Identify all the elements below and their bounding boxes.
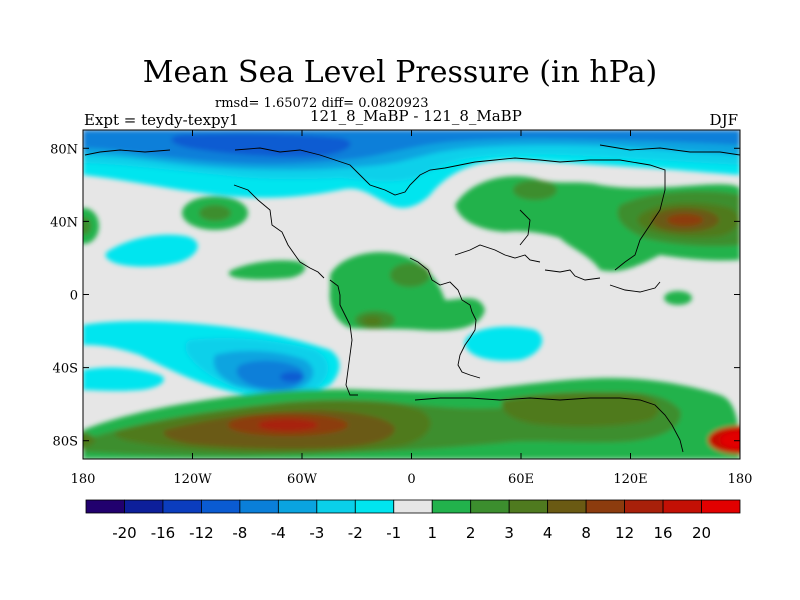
x-tick-label: 60W (287, 472, 318, 487)
colorbar-label: 4 (543, 524, 553, 542)
region-sp-negative-core (236, 360, 304, 390)
region-sp-negative-left (83, 367, 164, 391)
colorbar: -20 -16 -12 -8 -4 -3 -2 -1 1 2 3 4 8 12 16 20 (85, 499, 741, 542)
region-south-america-core (362, 316, 382, 326)
colorbar-swatch (162, 499, 202, 514)
colorbar-swatch (585, 499, 625, 514)
colorbar-swatch (354, 499, 395, 514)
region-australia-positive (664, 291, 692, 305)
colorbar-label: -16 (151, 524, 176, 542)
colorbar-swatch (85, 499, 125, 514)
region-subtropical-negative (105, 234, 198, 267)
region-asia-mid (513, 180, 557, 200)
colorbar-label: -12 (189, 524, 214, 542)
colorbar-swatch (201, 499, 241, 514)
colorbar-label: 16 (654, 524, 673, 542)
colorbar-label: 12 (615, 524, 634, 542)
x-tick-label: 60E (508, 472, 534, 487)
colorbar-label: 1 (427, 524, 437, 542)
colorbar-label: 2 (466, 524, 476, 542)
y-tick-label: 40N (50, 215, 78, 230)
x-tick-label: 180 (728, 472, 753, 487)
colorbar-swatch (701, 499, 741, 514)
colorbar-label: -2 (348, 524, 363, 542)
region-left-edge-core (83, 217, 91, 235)
x-tick-label: 0 (407, 472, 415, 487)
region-siberia-peak (667, 214, 703, 226)
colorbar-label: -3 (309, 524, 324, 542)
axis-ticks: 180 120W 60W 0 60E 120E 180 80N 40N 0 40S 80S (50, 130, 752, 487)
y-tick-label: 80S (53, 435, 78, 450)
region-south-america-mid (390, 263, 430, 287)
anomaly-field (83, 130, 740, 459)
colorbar-label: 3 (504, 524, 514, 542)
y-tick-label: 40S (53, 362, 78, 377)
x-tick-label: 120W (173, 472, 212, 487)
colorbar-label: 20 (692, 524, 711, 542)
colorbar-swatch (239, 499, 279, 514)
colorbar-swatch (508, 499, 549, 514)
colorbar-swatch (662, 499, 702, 514)
colorbar-swatch (393, 499, 433, 514)
comparison-label: 121_8_MaBP - 121_8_MaBP (310, 107, 522, 125)
region-np-positive-core (199, 205, 231, 221)
x-tick-label: 180 (71, 472, 96, 487)
colorbar-swatch (277, 499, 318, 514)
y-tick-label: 80N (50, 142, 78, 157)
x-tick-label: 120E (613, 472, 647, 487)
region-north-pacific-core (171, 133, 351, 157)
colorbar-swatch (431, 499, 472, 514)
region-southern-ocean-max (258, 419, 318, 431)
colorbar-label: -20 (112, 524, 137, 542)
colorbar-label: -4 (271, 524, 286, 542)
coastlines (84, 144, 740, 453)
colorbar-swatch (470, 499, 510, 514)
region-south-indian-inner (501, 392, 659, 427)
region-right-edge-red-core (720, 431, 740, 449)
region-south-america-positive (329, 252, 485, 331)
colorbar-swatch (624, 499, 664, 514)
stats-text: rmsd= 1.65072 diff= 0.0820923 (215, 96, 429, 111)
chart-title: Mean Sea Level Pressure (in hPa) (142, 55, 658, 90)
region-left-edge-south (83, 432, 95, 448)
colorbar-swatch (316, 499, 356, 514)
y-tick-label: 0 (70, 289, 78, 304)
region-caribbean-positive (228, 260, 306, 280)
experiment-label: Expt = teydy-texpy1 (84, 111, 239, 129)
colorbar-swatch (124, 499, 164, 514)
colorbar-label: 8 (581, 524, 591, 542)
region-indian-negative (464, 326, 543, 361)
season-label: DJF (709, 111, 738, 129)
colorbar-swatch (547, 499, 587, 514)
region-sp-negative-peak (280, 372, 304, 382)
colorbar-label: -1 (386, 524, 401, 542)
colorbar-label: -8 (232, 524, 247, 542)
